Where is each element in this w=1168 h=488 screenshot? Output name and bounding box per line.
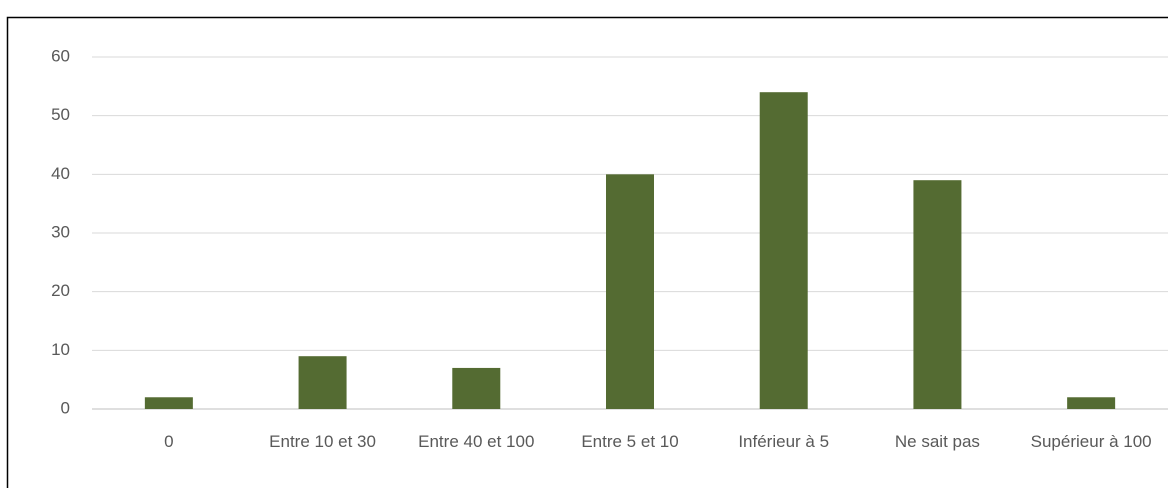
- bar: [606, 174, 654, 409]
- y-tick-label: 30: [51, 222, 70, 241]
- y-tick-label: 10: [51, 340, 70, 359]
- bar: [759, 92, 808, 409]
- bar: [452, 367, 501, 409]
- y-tick-label: 50: [51, 105, 70, 124]
- y-tick-label: 60: [51, 46, 70, 65]
- bar: [1067, 397, 1116, 409]
- y-tick-label: 20: [51, 281, 70, 300]
- y-tick-label: 0: [61, 398, 70, 417]
- x-tick-label: Ne sait pas: [894, 432, 980, 451]
- x-tick-label: 0: [164, 432, 174, 451]
- x-tick-label: Entre 10 et 30: [269, 432, 376, 451]
- x-tick-label: Inférieur à 5: [738, 432, 830, 451]
- x-tick-label: Entre 5 et 10: [581, 432, 679, 451]
- y-tick-label: 40: [51, 164, 70, 183]
- bar: [913, 180, 962, 409]
- x-tick-label: Supérieur à 100: [1030, 432, 1152, 451]
- chart-border: [6, 16, 1168, 488]
- bar: [144, 397, 193, 409]
- bar: [298, 356, 347, 409]
- x-tick-label: Entre 40 et 100: [418, 432, 535, 451]
